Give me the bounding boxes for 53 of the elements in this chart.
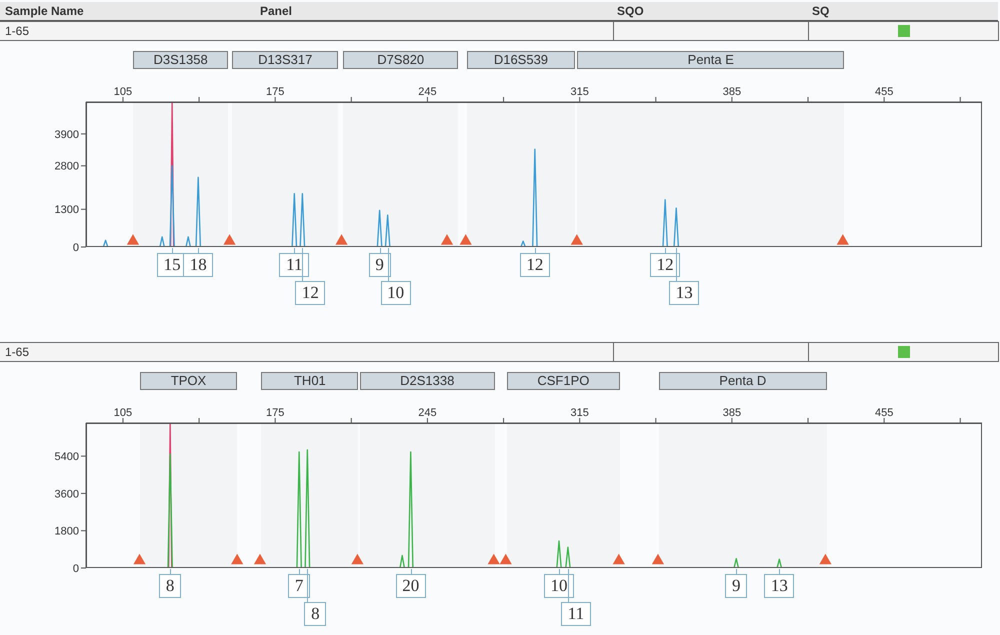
text: SQO	[617, 4, 644, 18]
annotation: 12	[295, 281, 326, 305]
annotation: 12	[650, 253, 680, 277]
x-tick-label: 315	[570, 407, 589, 419]
x-tick-label: 175	[266, 86, 284, 98]
y-tick-label: 1300	[54, 204, 79, 216]
band-label: D7S820	[343, 51, 458, 69]
band-label: D13S317	[232, 51, 338, 69]
annotation: 18	[183, 253, 214, 277]
x-tick-label: 245	[418, 86, 437, 98]
y-tick-label: 2800	[54, 160, 79, 173]
annotation: 13	[669, 281, 700, 305]
annotation: 11	[279, 253, 310, 277]
x-tick-label: 455	[874, 407, 894, 419]
y-tick-label: 3900	[54, 128, 79, 141]
annotation: 7	[288, 574, 310, 598]
annotation: 8	[304, 602, 326, 626]
annotation: 15	[157, 253, 188, 277]
band-label: TPOX	[140, 372, 238, 390]
band-label: Penta E	[577, 51, 844, 69]
text: SQ	[812, 4, 830, 18]
annotation: 12	[520, 253, 550, 277]
band-label: Penta D	[659, 372, 826, 390]
y-tick-label: 0	[72, 562, 79, 575]
x-tick-label: 385	[722, 407, 742, 419]
x-tick-label: 385	[722, 86, 742, 98]
annotation: 9	[368, 253, 391, 277]
annotation: 9	[725, 574, 748, 598]
x-tick-label: 315	[570, 86, 589, 98]
text: Panel	[260, 4, 292, 18]
annotation: 10	[544, 574, 574, 598]
x-tick-label: 175	[266, 407, 284, 419]
text: Sample Name	[5, 4, 84, 18]
y-tick-label: 0	[72, 242, 79, 254]
band-label: TH01	[261, 372, 358, 390]
annotation: 11	[560, 602, 591, 626]
annotation: 13	[764, 574, 794, 598]
text: 1-65	[5, 345, 30, 359]
x-tick-label: 105	[114, 407, 132, 419]
x-tick-label: 455	[874, 86, 894, 98]
band-label: CSF1PO	[506, 372, 620, 390]
annotation: 20	[396, 574, 426, 598]
y-tick-label: 3600	[54, 488, 79, 500]
x-tick-label: 245	[418, 407, 437, 419]
annotation: 8	[159, 574, 182, 598]
x-tick-label: 105	[114, 86, 132, 98]
band-label: D3S1358	[132, 51, 228, 69]
y-tick-label: 5400	[54, 451, 79, 464]
y-tick-label: 1800	[54, 526, 79, 538]
annotation: 10	[380, 281, 411, 305]
band-label: D16S539	[466, 51, 576, 69]
text: 1-65	[5, 24, 30, 38]
band-label: D2S1338	[360, 372, 495, 390]
